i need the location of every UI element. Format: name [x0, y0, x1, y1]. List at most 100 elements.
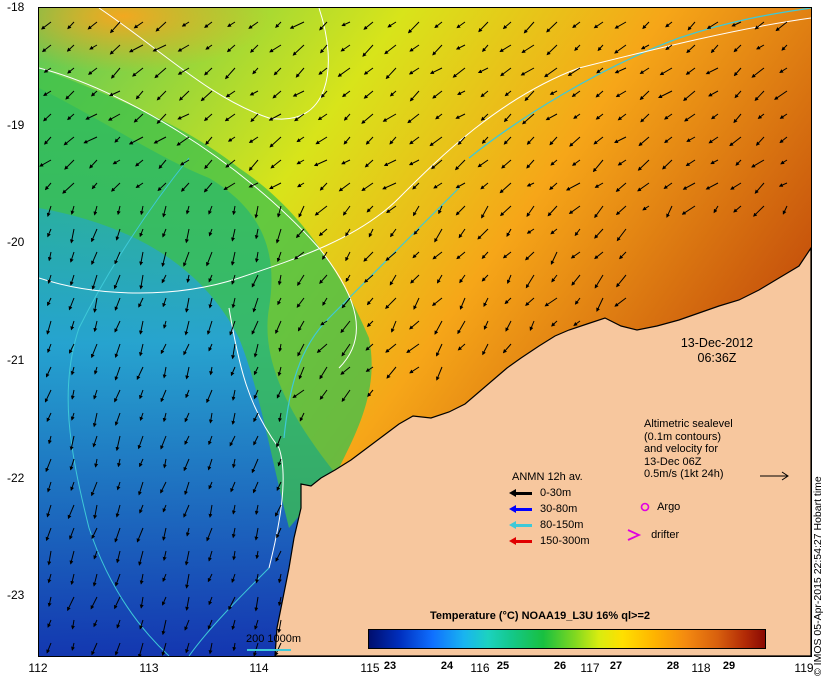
velocity-arrow	[481, 274, 489, 282]
arrow-icon	[509, 489, 532, 497]
velocity-arrow	[93, 504, 98, 520]
velocity-arrow	[184, 619, 190, 631]
velocity-arrow	[139, 573, 144, 585]
velocity-arrow	[269, 136, 282, 148]
velocity-arrow	[733, 44, 742, 53]
velocity-arrow	[638, 136, 650, 147]
velocity-arrow	[642, 205, 650, 211]
velocity-arrow	[114, 527, 121, 543]
velocity-arrow	[431, 297, 443, 306]
velocity-arrow	[67, 21, 75, 30]
lon-tick-label: 114	[249, 661, 269, 675]
velocity-arrow	[544, 67, 558, 78]
velocity-arrow	[275, 228, 282, 244]
velocity-arrow	[67, 596, 75, 612]
velocity-arrow	[114, 251, 121, 265]
velocity-arrow	[505, 320, 512, 332]
velocity-arrow	[480, 113, 489, 121]
contour-200m-south	[283, 187, 460, 439]
velocity-arrow	[208, 642, 213, 655]
velocity-arrow	[208, 343, 213, 352]
velocity-arrow	[385, 297, 397, 310]
velocity-arrow	[345, 274, 351, 283]
velocity-arrow	[363, 90, 374, 99]
velocity-arrow	[362, 44, 374, 57]
velocity-arrow	[91, 228, 98, 243]
velocity-arrow	[457, 343, 466, 351]
velocity-arrow	[69, 527, 75, 540]
velocity-arrow	[406, 343, 420, 354]
velocity-arrow	[135, 182, 144, 188]
velocity-arrow	[341, 343, 351, 357]
velocity-arrow	[659, 67, 673, 76]
velocity-arrow	[185, 366, 190, 380]
velocity-arrow	[596, 67, 604, 74]
velocity-arrow	[252, 481, 259, 494]
velocity-arrow	[208, 274, 213, 283]
velocity-arrow	[501, 159, 512, 169]
velocity-arrow	[345, 251, 351, 262]
velocity-arrow	[314, 205, 328, 216]
velocity-arrow	[436, 343, 443, 357]
velocity-arrow	[500, 67, 512, 77]
velocity-arrow	[289, 21, 305, 29]
velocity-arrow	[46, 205, 52, 217]
velocity-arrow	[382, 113, 397, 122]
velocity-arrow	[520, 67, 535, 76]
velocity-arrow	[319, 274, 328, 284]
velocity-arrow	[114, 320, 121, 333]
velocity-arrow	[597, 44, 604, 52]
velocity-arrow	[454, 159, 466, 171]
velocity-arrow	[139, 274, 144, 290]
lon-tick-label: 112	[28, 661, 48, 675]
velocity-arrow	[91, 527, 98, 540]
velocity-arrow	[273, 67, 282, 76]
velocity-arrow	[70, 412, 75, 421]
velocity-arrow	[69, 435, 75, 451]
velocity-arrow	[544, 297, 558, 307]
velocity-arrow	[275, 504, 282, 517]
velocity-arrow	[83, 136, 98, 144]
velocity-arrow	[183, 458, 190, 472]
anmn-depth-label: 0-30m	[540, 487, 572, 499]
velocity-arrow	[568, 205, 581, 215]
velocity-arrow	[253, 435, 259, 446]
velocity-arrow	[686, 136, 696, 142]
velocity-arrow	[70, 205, 75, 215]
velocity-arrow	[203, 182, 213, 193]
velocity-arrow	[209, 366, 214, 376]
lat-tick-label: -21	[7, 353, 25, 367]
velocity-arrow	[457, 320, 466, 335]
velocity-arrow	[206, 320, 213, 335]
velocity-arrow	[433, 182, 443, 189]
velocity-arrow	[340, 320, 351, 334]
velocity-arrow	[277, 596, 282, 607]
drifter-label: drifter	[651, 529, 680, 541]
velocity-arrow	[459, 274, 466, 284]
velocity-arrow	[231, 458, 236, 469]
velocity-arrow	[365, 136, 374, 145]
velocity-arrow	[526, 205, 535, 217]
velocity-arrow	[546, 21, 558, 33]
velocity-arrow	[231, 619, 236, 631]
velocity-arrow	[366, 297, 374, 306]
velocity-arrow	[117, 458, 122, 468]
velocity-arrow	[41, 44, 52, 53]
velocity-arrow	[139, 619, 144, 630]
velocity-arrow	[116, 205, 121, 216]
velocity-arrow	[231, 228, 236, 242]
colorbar-tick: 27	[609, 660, 623, 672]
velocity-arrow	[114, 136, 121, 143]
velocity-arrow	[114, 412, 121, 426]
velocity-arrow	[593, 136, 604, 145]
velocity-arrow	[69, 251, 75, 263]
velocity-arrow	[298, 205, 305, 218]
lat-tick-label: -19	[7, 118, 25, 132]
velocity-arrow	[91, 251, 98, 265]
velocity-arrow	[297, 343, 305, 357]
velocity-arrow	[342, 90, 351, 98]
velocity-arrow	[91, 642, 98, 656]
velocity-arrow	[47, 596, 52, 607]
velocity-arrow	[93, 550, 98, 560]
velocity-arrow	[429, 67, 443, 74]
